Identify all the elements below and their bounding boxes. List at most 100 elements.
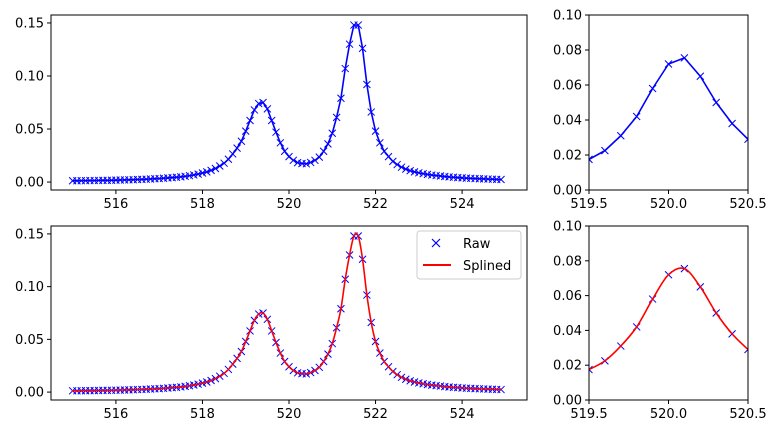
top-main-series-raw-point-48 (276, 138, 285, 147)
top-main-series-raw-point-55 (306, 158, 315, 167)
top-main-series-raw-point-76 (397, 163, 406, 172)
top-main-series-raw-point-67 (358, 44, 367, 53)
top-zoom-axes-frame (588, 14, 749, 191)
top-main-series-raw-point-40 (241, 127, 250, 135)
bottom-main-ytick-label-1: 0.05 (15, 333, 44, 348)
top-zoom-ytick-label-5: 0.10 (553, 9, 582, 24)
top-main-ytick-label-2: 0.10 (15, 69, 44, 84)
bottom-zoom-series-raw-point-0 (589, 365, 593, 374)
bottom-zoom-plot-area (589, 264, 748, 374)
top-main-ytick-label-0: 0.00 (15, 176, 44, 191)
legend: Raw Splined (416, 230, 522, 280)
top-main-series-raw-point-44 (259, 98, 267, 107)
top-main-series-raw-line (71, 24, 502, 182)
top-zoom-series-raw-point-7 (696, 72, 705, 81)
top-zoom-series-raw-point-8 (712, 98, 721, 107)
panel-top-main-plot: 516 518 520 522 524 0.00 0.05 0.10 0.15 (15, 14, 528, 212)
top-main-series-raw-point-59 (324, 140, 332, 148)
top-main-series-raw-point-70 (371, 127, 380, 135)
legend-raw-marker-icon (431, 238, 441, 248)
top-main-series-raw-point-77 (401, 165, 410, 173)
top-zoom-series-raw-point-4 (648, 84, 657, 93)
top-main-series-raw-point-32 (207, 166, 215, 175)
top-zoom-ytick-label-4: 0.08 (553, 44, 582, 59)
top-main-xtick-label-2: 520 (277, 197, 302, 212)
top-main-series-raw-point-30 (198, 169, 207, 177)
top-zoom-ytick-label-2: 0.04 (553, 114, 582, 129)
top-main-series-raw-point-46 (267, 116, 276, 125)
top-zoom-series-raw-point-9 (728, 119, 736, 128)
top-main-series-raw-point-72 (380, 147, 389, 156)
top-zoom-series-raw-point-0 (589, 155, 593, 164)
top-main-series-raw-point-39 (237, 137, 246, 146)
bottom-zoom-xtick-label-1: 520.0 (650, 407, 687, 422)
top-zoom-ytick-label-3: 0.06 (553, 79, 582, 94)
top-main-series-raw-point-64 (345, 40, 354, 49)
top-main-series-raw-point-54 (302, 159, 311, 168)
top-main-series-raw-point-38 (233, 144, 241, 152)
bottom-zoom-xtick-label-2: 520.5 (729, 407, 766, 422)
bottom-zoom-series-splined-line (589, 267, 748, 371)
top-main-series-raw-point-41 (246, 116, 254, 125)
bottom-main-xtick-label-1: 518 (190, 407, 215, 422)
top-zoom-xtick-label-1: 520.0 (650, 197, 687, 212)
top-main-series-raw-point-68 (363, 80, 371, 89)
top-main-series-raw-point-99 (497, 175, 505, 184)
bottom-main-xtick-label-2: 520 (277, 407, 302, 422)
legend-entry-splined: Splined (423, 259, 511, 274)
top-main-series-raw-point-66 (354, 21, 363, 29)
top-zoom-ytick-label-1: 0.02 (553, 149, 582, 164)
top-main-series-raw-point-78 (406, 166, 415, 175)
top-zoom-series-raw-point-2 (616, 131, 625, 140)
bottom-zoom-xtick-label-0: 519.5 (570, 407, 607, 422)
bottom-main-xtick-label-4: 524 (450, 407, 475, 422)
legend-label-splined: Splined (463, 259, 511, 274)
top-main-axes-frame (50, 14, 528, 191)
top-zoom-ytick-label-0: 0.00 (553, 184, 582, 199)
top-main-series-raw-point-63 (341, 64, 350, 73)
top-main-series-raw-point-74 (389, 157, 397, 166)
top-main-xtick-label-4: 524 (450, 197, 475, 212)
top-main-series-raw-point-33 (211, 164, 220, 173)
top-zoom-series-raw-line (589, 57, 748, 161)
top-zoom-series-raw-point-5 (664, 60, 673, 68)
top-main-series-raw-point-71 (376, 138, 384, 147)
top-zoom-series-raw-point-1 (601, 146, 609, 155)
top-main-series-raw-point-57 (315, 153, 324, 161)
bottom-zoom-axes-frame (588, 225, 749, 401)
top-zoom-xtick-label-0: 519.5 (570, 197, 607, 212)
panel-bottom-zoom-plot: 519.5 520.0 520.5 0.00 0.02 0.04 0.06 0.08 0.10 (553, 220, 767, 423)
top-zoom-series-raw-point-3 (632, 112, 641, 121)
top-main-series-raw-point-49 (280, 147, 289, 156)
bottom-main-plot-area (68, 232, 505, 395)
top-main-series-raw-point-51 (289, 156, 298, 165)
legend-label-raw: Raw (463, 237, 491, 252)
bottom-main-series-splined-line (71, 232, 502, 392)
top-main-series-raw-point-56 (311, 156, 319, 165)
legend-entry-raw: Raw (431, 237, 491, 252)
top-main-series-raw-point-62 (337, 94, 345, 103)
bottom-zoom-ytick-label-0: 0.00 (553, 394, 582, 409)
top-main-xtick-label-0: 516 (103, 197, 128, 212)
top-main-series-raw-point-37 (228, 150, 237, 158)
bottom-main-ytick-label-2: 0.10 (15, 280, 44, 295)
top-main-series-raw-point-58 (319, 147, 328, 156)
panel-top-zoom-plot: 519.5 520.0 520.5 0.00 0.02 0.04 0.06 0.08 0.10 (553, 9, 767, 213)
bottom-main-xtick-label-0: 516 (103, 407, 128, 422)
bottom-zoom-ytick-label-1: 0.02 (553, 359, 582, 374)
bottom-zoom-ytick-label-5: 0.10 (553, 220, 582, 235)
bottom-zoom-ytick-label-3: 0.06 (553, 289, 582, 304)
top-main-series-raw-point-47 (272, 128, 280, 137)
bottom-zoom-ytick-label-2: 0.04 (553, 324, 582, 339)
top-main-series-raw-point-60 (328, 129, 337, 138)
top-main-series-raw-point-75 (393, 160, 402, 169)
top-zoom-xtick-label-2: 520.5 (729, 197, 766, 212)
top-main-series-raw-point-34 (215, 162, 224, 170)
top-main-series-raw-point-31 (202, 168, 211, 176)
top-main-series-raw-point-42 (250, 106, 259, 114)
bottom-zoom-ytick-label-4: 0.08 (553, 254, 582, 269)
top-main-ytick-label-1: 0.05 (15, 123, 44, 138)
top-main-series-raw-point-61 (332, 113, 341, 122)
bottom-main-ytick-label-3: 0.15 (15, 227, 44, 242)
